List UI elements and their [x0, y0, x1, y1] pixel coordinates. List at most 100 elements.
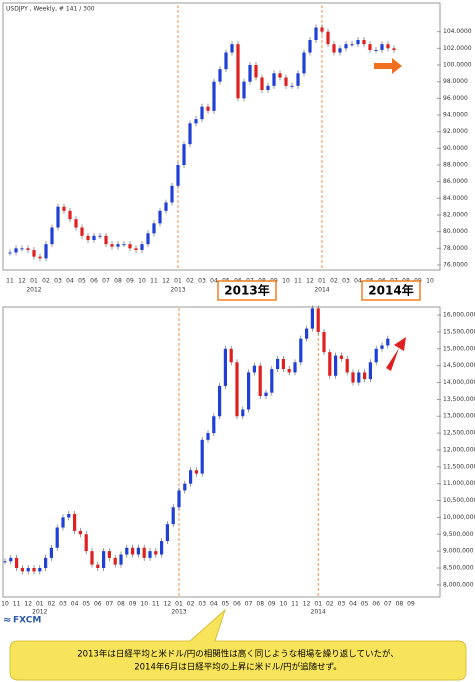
- candle: [320, 27, 324, 32]
- candle: [344, 44, 348, 49]
- y-tick-label: 11,500,000: [443, 463, 475, 470]
- x-tick-label: 04: [210, 601, 218, 608]
- chart-title: USDJPY , Weekly, # 141 / 300: [6, 6, 95, 13]
- candle: [380, 44, 384, 50]
- x-tick-label: 01: [30, 278, 38, 285]
- candle: [78, 530, 82, 535]
- candle: [326, 31, 330, 45]
- candle: [74, 219, 78, 228]
- candle: [98, 235, 102, 237]
- candle: [276, 358, 280, 370]
- candle: [374, 348, 378, 363]
- x-tick-label: 11: [294, 278, 302, 285]
- y-tick-label: 9,500,000: [443, 531, 474, 538]
- candle: [299, 338, 303, 363]
- y-tick-label: 10,500,000: [443, 497, 475, 504]
- x-tick-label: 11: [6, 278, 14, 285]
- x-tick-label: 06: [233, 601, 241, 608]
- candle: [113, 557, 117, 565]
- year-label: 2013: [171, 609, 186, 616]
- candle: [165, 524, 169, 542]
- x-tick-label: 09: [268, 601, 276, 608]
- x-tick-label: 05: [82, 601, 90, 608]
- candle: [62, 206, 66, 211]
- candle: [362, 40, 366, 45]
- candle: [241, 409, 245, 417]
- y-tick-label: 12,500,000: [443, 430, 475, 437]
- x-tick-label: 12: [18, 278, 26, 285]
- candle: [374, 50, 378, 51]
- x-tick-label: 06: [90, 278, 98, 285]
- candle: [14, 248, 18, 253]
- x-tick-label: 09: [129, 601, 137, 608]
- candle: [345, 358, 349, 373]
- x-tick-label: 01: [174, 278, 182, 285]
- candle: [229, 348, 233, 363]
- callout: [9, 608, 467, 681]
- candle: [177, 490, 181, 508]
- x-tick-label: 01: [318, 278, 326, 285]
- candle: [296, 73, 300, 86]
- y-tick-label: 8,000,000: [443, 581, 474, 588]
- x-tick-label: 07: [106, 601, 114, 608]
- candle: [242, 81, 246, 99]
- candle: [206, 106, 210, 111]
- x-tick-label: 05: [78, 278, 86, 285]
- y-tick-label: 82.0000: [443, 212, 468, 219]
- y-tick-label: 14,500,000: [443, 362, 475, 369]
- candle: [302, 52, 306, 74]
- candle: [102, 551, 106, 568]
- y-tick-label: 13,500,000: [443, 396, 475, 403]
- candle: [316, 308, 320, 332]
- x-tick-label: 05: [361, 601, 369, 608]
- candle: [230, 44, 234, 53]
- candle: [154, 551, 158, 555]
- x-tick-label: 02: [186, 278, 194, 285]
- x-tick-label: 11: [291, 601, 299, 608]
- candle: [357, 372, 361, 383]
- candle: [200, 439, 204, 474]
- candle: [80, 227, 84, 236]
- year-label: 2013: [170, 287, 185, 294]
- candle: [49, 547, 53, 558]
- candle: [158, 210, 162, 224]
- candle: [68, 210, 72, 220]
- candle: [142, 547, 146, 558]
- candle: [189, 470, 193, 484]
- candle: [332, 44, 336, 53]
- candle: [356, 40, 360, 45]
- arrow: [386, 337, 406, 371]
- x-tick-label: 04: [210, 278, 218, 285]
- callout-text: 2014年6月は日経平均の上昇に米ドル/円が追随せず。: [134, 662, 342, 673]
- x-tick-label: 02: [48, 601, 56, 608]
- y-tick-label: 104.0000: [443, 28, 472, 35]
- candle: [146, 233, 150, 245]
- y-tick-label: 80.0000: [443, 228, 468, 235]
- label-box: [361, 280, 421, 301]
- candle: [224, 52, 228, 70]
- y-tick-label: 98.0000: [443, 78, 468, 85]
- candle: [254, 65, 258, 78]
- candle: [26, 567, 30, 572]
- year-label: 2014: [314, 287, 329, 294]
- logo: ≈: [3, 615, 11, 626]
- candle: [38, 567, 42, 572]
- x-tick-label: 03: [198, 278, 206, 285]
- candle: [50, 227, 54, 245]
- label-2013: 2013年: [224, 283, 269, 298]
- label-2014: 2014年: [368, 283, 413, 298]
- x-tick-label: 09: [407, 601, 415, 608]
- y-tick-label: 13,000,000: [443, 413, 475, 420]
- candle: [3, 561, 7, 563]
- candle: [104, 235, 108, 245]
- x-tick-label: 10: [426, 278, 434, 285]
- candle: [247, 372, 251, 410]
- x-tick-label: 03: [198, 601, 206, 608]
- y-tick-label: 9,000,000: [443, 548, 474, 555]
- candle: [26, 248, 30, 250]
- candle: [380, 345, 384, 349]
- y-tick-label: 12,000,000: [443, 446, 475, 453]
- y-tick-label: 94.0000: [443, 112, 468, 119]
- candle: [368, 44, 372, 50]
- y-tick-label: 11,000,000: [443, 480, 475, 487]
